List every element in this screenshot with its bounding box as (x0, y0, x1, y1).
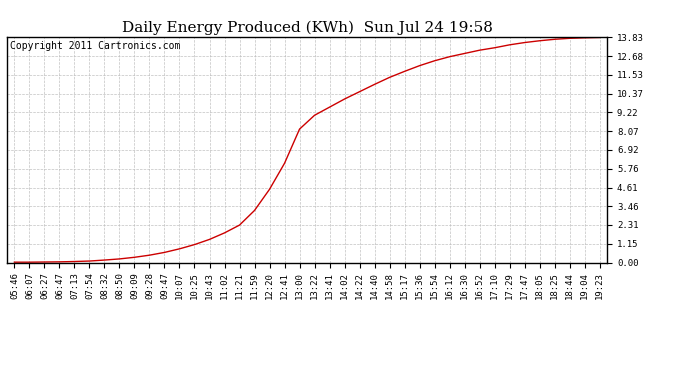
Text: Copyright 2011 Cartronics.com: Copyright 2011 Cartronics.com (10, 41, 180, 51)
Title: Daily Energy Produced (KWh)  Sun Jul 24 19:58: Daily Energy Produced (KWh) Sun Jul 24 1… (121, 21, 493, 35)
